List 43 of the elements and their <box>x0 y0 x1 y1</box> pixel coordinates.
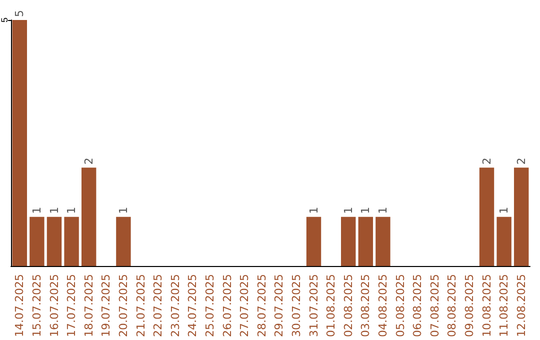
x-tick-label: 30.07.2025 <box>290 274 303 338</box>
x-tick-label: 18.07.2025 <box>82 274 96 338</box>
x-tick-label: 06.08.2025 <box>411 274 424 338</box>
data-label: 2 <box>514 158 528 165</box>
data-label: 1 <box>359 206 372 214</box>
x-tick-label: 17.07.2025 <box>65 274 78 338</box>
x-tick-label: 02.08.2025 <box>342 274 355 338</box>
x-tick-label: 08.08.2025 <box>446 274 459 338</box>
data-label: 5 <box>0 17 10 23</box>
data-label: 1 <box>116 206 130 214</box>
x-tick-label: 21.07.2025 <box>134 274 148 338</box>
data-label: 1 <box>65 206 78 214</box>
x-tick-label: 01.08.2025 <box>324 274 338 338</box>
data-label: 1 <box>307 206 320 214</box>
x-tick-label: 14.07.2025 <box>13 274 26 338</box>
x-tick-label: 23.07.2025 <box>168 274 182 338</box>
data-label: 1 <box>498 206 511 214</box>
x-tick-label: 12.08.2025 <box>514 274 528 338</box>
x-tick-label: 07.08.2025 <box>428 274 442 338</box>
data-label: 1 <box>30 206 44 214</box>
x-tick-label: 05.08.2025 <box>394 274 407 338</box>
data-label: 1 <box>376 206 390 214</box>
data-label: 1 <box>342 206 355 214</box>
x-tick-label: 09.08.2025 <box>462 274 476 338</box>
data-label: 2 <box>82 158 96 165</box>
x-tick-label: 24.07.2025 <box>186 274 200 338</box>
x-tick-label: 10.08.2025 <box>480 274 494 338</box>
x-tick-label: 20.07.2025 <box>116 274 130 338</box>
x-tick-label: 03.08.2025 <box>359 274 372 338</box>
x-tick-label: 15.07.2025 <box>30 274 44 338</box>
x-tick-label: 16.07.2025 <box>48 274 61 338</box>
x-tick-label: 29.07.2025 <box>272 274 286 338</box>
x-tick-label: 28.07.2025 <box>255 274 268 338</box>
x-tick-label: 04.08.2025 <box>376 274 390 338</box>
data-label: 2 <box>480 158 494 165</box>
x-tick-label: 25.07.2025 <box>203 274 216 338</box>
x-tick-label: 31.07.2025 <box>307 274 320 338</box>
x-tick-label: 11.08.2025 <box>498 274 511 338</box>
x-tick-label: 19.07.2025 <box>100 274 113 338</box>
data-label: 1 <box>48 206 61 214</box>
x-tick-label: 26.07.2025 <box>220 274 234 338</box>
x-tick-label: 27.07.2025 <box>238 274 252 338</box>
x-tick-label: 22.07.2025 <box>152 274 165 338</box>
